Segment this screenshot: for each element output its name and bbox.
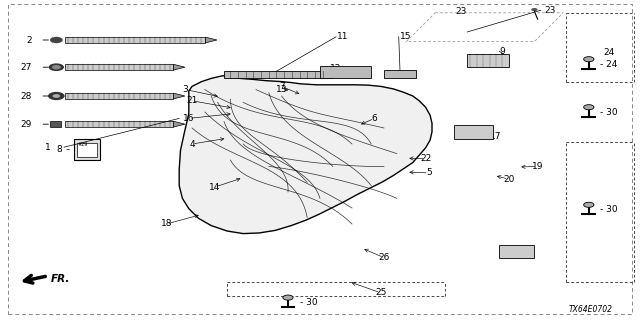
Bar <box>467 54 509 67</box>
Polygon shape <box>179 75 432 234</box>
Text: 8: 8 <box>56 145 62 154</box>
Text: 20: 20 <box>503 175 515 184</box>
Text: 2: 2 <box>26 36 32 44</box>
Text: 7: 7 <box>279 82 284 91</box>
Bar <box>224 71 333 78</box>
Circle shape <box>584 57 594 62</box>
Text: 14: 14 <box>209 183 220 192</box>
Polygon shape <box>173 93 185 99</box>
Circle shape <box>283 295 293 300</box>
Bar <box>50 121 61 127</box>
Text: - 30: - 30 <box>600 205 618 214</box>
Text: #29: #29 <box>77 142 88 148</box>
Text: 29: 29 <box>20 120 32 129</box>
Bar <box>74 139 100 160</box>
Polygon shape <box>205 37 217 43</box>
Text: - 24: - 24 <box>600 60 618 68</box>
Text: 22: 22 <box>420 154 431 163</box>
Circle shape <box>50 37 63 43</box>
Text: 21: 21 <box>186 96 198 105</box>
Text: 13: 13 <box>276 85 287 94</box>
Bar <box>320 66 371 78</box>
Text: 19: 19 <box>532 162 543 171</box>
Text: - 30: - 30 <box>300 298 317 307</box>
Bar <box>499 245 534 258</box>
Bar <box>65 121 173 127</box>
Text: 9: 9 <box>499 47 505 56</box>
Text: 5: 5 <box>426 168 431 177</box>
Text: 24: 24 <box>604 48 615 57</box>
Text: 6: 6 <box>372 114 377 123</box>
Text: 4: 4 <box>189 140 195 148</box>
Circle shape <box>52 94 60 98</box>
Text: 28: 28 <box>20 92 32 100</box>
Text: 25: 25 <box>375 288 387 297</box>
Bar <box>384 70 416 78</box>
Text: 12: 12 <box>330 64 341 73</box>
Text: 11: 11 <box>337 32 348 41</box>
Text: 26: 26 <box>378 253 390 262</box>
Bar <box>65 64 173 70</box>
Text: FR.: FR. <box>51 274 70 284</box>
Text: 17: 17 <box>490 132 501 140</box>
Bar <box>65 37 205 43</box>
Text: 3: 3 <box>183 85 188 94</box>
Bar <box>65 93 173 99</box>
Circle shape <box>49 63 64 71</box>
Text: 23: 23 <box>544 6 556 15</box>
Polygon shape <box>173 64 185 70</box>
Text: 10: 10 <box>522 248 533 257</box>
Circle shape <box>584 202 594 207</box>
Text: 15: 15 <box>400 32 412 41</box>
Text: 27: 27 <box>20 63 32 72</box>
Text: 18: 18 <box>161 220 172 228</box>
Bar <box>454 125 493 139</box>
Circle shape <box>48 92 65 100</box>
Polygon shape <box>173 121 185 127</box>
Text: 23: 23 <box>455 7 467 16</box>
Text: 16: 16 <box>183 114 195 123</box>
Circle shape <box>584 105 594 110</box>
Text: 1: 1 <box>45 143 51 152</box>
Text: TX64E0702: TX64E0702 <box>568 305 612 314</box>
Circle shape <box>531 8 538 11</box>
Bar <box>77 143 97 157</box>
Circle shape <box>52 65 61 69</box>
Text: - 30: - 30 <box>600 108 618 116</box>
